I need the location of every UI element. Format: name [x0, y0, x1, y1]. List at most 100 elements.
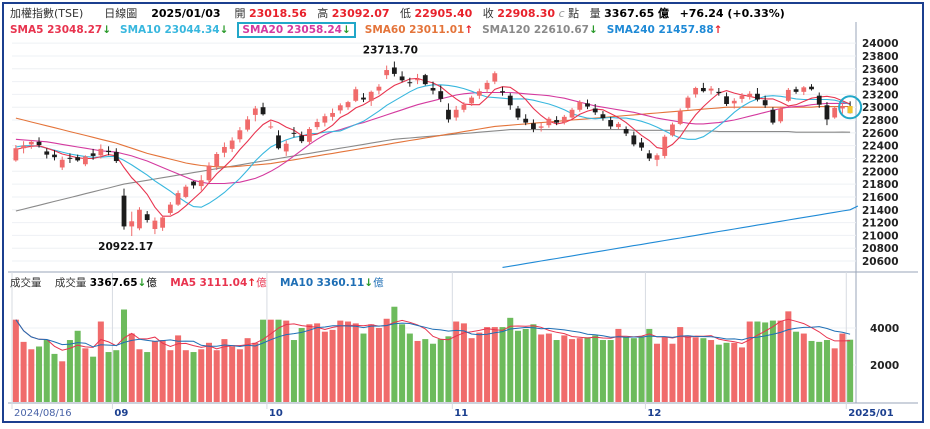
candle [538, 122, 544, 132]
volume-bar [422, 339, 429, 402]
volume-bar [213, 350, 220, 402]
volume-bar [623, 337, 630, 402]
candle [600, 111, 606, 121]
y-tick-label: 22800 [862, 115, 899, 127]
ma-legend-item: SMA60 23011.01↑ [365, 24, 473, 36]
y-tick-label: 20800 [862, 243, 899, 255]
candle [662, 134, 668, 159]
low-value: 22905.40 [414, 7, 473, 20]
candle [422, 73, 428, 86]
x-tick-label: 11 [454, 408, 468, 419]
volume-legend-label: 成交量 [54, 277, 87, 289]
quote-date: 2025/01/03 [151, 7, 221, 20]
x-tick-label: 09 [114, 408, 128, 419]
volume-bar [306, 324, 313, 402]
candle [546, 116, 552, 128]
volume-bar [746, 321, 753, 402]
candle [28, 139, 34, 149]
candle [801, 86, 807, 96]
volume-bar [692, 337, 699, 402]
candle [747, 91, 753, 100]
candle [438, 85, 444, 103]
candle [283, 140, 289, 156]
candle [106, 146, 111, 156]
volume-bar [120, 309, 128, 402]
volume-bar [198, 349, 205, 402]
volume-bar [136, 349, 143, 402]
ma-legend-arrow: ↓ [219, 24, 229, 36]
volume-bar [507, 317, 514, 402]
volume-ma10-line [15, 319, 851, 348]
last-candle-body [847, 106, 853, 114]
candle [384, 65, 390, 80]
volume-bar [700, 338, 707, 402]
chart-canvas: 2400023800236002340023200230002280022600… [8, 22, 918, 419]
candle [198, 175, 204, 191]
ma-legend-item: SMA10 23044.34↓ [120, 24, 228, 36]
sma240-line [502, 205, 859, 268]
candle [561, 114, 567, 125]
volume-legend: 成交量 成交量 3367.65↓億 MA5 3111.04↑億 MA10 336… [10, 276, 384, 290]
candle [724, 92, 729, 106]
candle [67, 153, 73, 163]
volume-bar [375, 328, 382, 402]
volume-bar [414, 340, 421, 402]
candle [322, 113, 328, 127]
volume-bar [20, 341, 27, 402]
candle [809, 84, 814, 91]
candle [59, 156, 65, 171]
volume-bar [646, 328, 653, 402]
volume-bar [453, 321, 460, 402]
volume-bar [738, 347, 746, 402]
ma-legend-text: SMA240 21457.88 [606, 24, 714, 36]
candle [314, 118, 320, 130]
y-tick-label: 22600 [862, 128, 899, 140]
volume-bar [437, 339, 444, 402]
candle [229, 137, 235, 153]
candle [531, 119, 536, 133]
ma-legend-arrow: ↓ [588, 24, 598, 36]
ma-legend-arrow: ↓ [102, 24, 112, 36]
volume-bar [28, 349, 35, 402]
vol-ma5-unit: 億 [256, 277, 267, 289]
volume-bar [190, 352, 197, 402]
candle [299, 131, 305, 144]
volume-bar [352, 323, 359, 402]
candle [515, 105, 521, 121]
candle [368, 90, 374, 106]
volume-bar [368, 324, 375, 402]
volume-bar [769, 320, 776, 402]
candle [268, 121, 274, 130]
volume-bar [329, 329, 336, 402]
candle [82, 155, 88, 167]
volume-bar [793, 331, 800, 402]
x-tick-label: 2024/08/16 [14, 408, 72, 419]
vol-ma5-value: 3111.04 [199, 277, 248, 289]
volume-bar [731, 342, 738, 402]
volume-bar [290, 340, 297, 402]
volume-bar [499, 327, 506, 402]
volume-bar [785, 311, 792, 402]
candle [453, 105, 459, 121]
volume-bar [460, 323, 467, 402]
volume-bar [321, 331, 328, 402]
volume-bar [630, 338, 637, 402]
candle [44, 148, 50, 159]
candle [731, 98, 737, 109]
unit-label: 點 [568, 7, 580, 20]
y-tick-label: 24000 [862, 38, 899, 50]
volume-bar [538, 334, 545, 402]
volume-bar [97, 321, 104, 402]
close-flag: c [558, 7, 565, 20]
candle [755, 87, 760, 102]
candle [245, 116, 251, 132]
volume-bar [514, 330, 521, 402]
candle [206, 162, 212, 183]
candle [615, 121, 621, 130]
y-tick-label: 20600 [862, 256, 899, 268]
candle [500, 86, 505, 96]
volume-bar [82, 348, 89, 402]
candle [191, 180, 196, 189]
ma-legend-text: SMA120 22610.67 [482, 24, 589, 36]
volume-bar [522, 328, 529, 402]
